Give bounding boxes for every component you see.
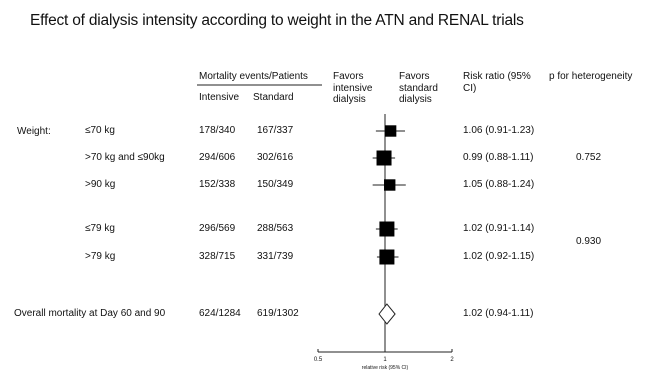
intensive-header: Intensive xyxy=(199,92,240,103)
group-label: Weight: xyxy=(17,126,51,137)
point-estimate xyxy=(384,179,396,191)
risk-ratio-value: 1.05 (0.88-1.24) xyxy=(463,179,535,190)
intensive-count: 152/338 xyxy=(199,179,236,190)
standard-header: Standard xyxy=(253,92,294,103)
chart-title: Effect of dialysis intensity according t… xyxy=(30,12,524,29)
mortality-header: Mortality events/Patients xyxy=(199,71,308,82)
intensive-count: 624/1284 xyxy=(199,308,241,319)
overall-diamond xyxy=(378,303,396,325)
x-axis-label: relative risk (95% CI) xyxy=(362,365,409,371)
point-estimate xyxy=(379,221,395,237)
row-label: >70 kg and ≤90kg xyxy=(85,152,165,163)
risk-ratio-value: 0.99 (0.88-1.11) xyxy=(463,152,534,163)
intensive-count: 294/606 xyxy=(199,152,236,163)
point-estimate xyxy=(376,150,392,166)
risk-ratio-value: 1.02 (0.94-1.11) xyxy=(463,308,534,319)
risk-ratio-value: 1.02 (0.92-1.15) xyxy=(463,251,535,262)
standard-count: 150/349 xyxy=(257,179,294,190)
row-label: >90 kg xyxy=(85,179,116,190)
risk-ratio-header: Risk ratio (95% CI) xyxy=(463,71,531,94)
risk-ratio-value: 1.02 (0.91-1.14) xyxy=(463,223,535,234)
p-heterogeneity-header: p for heterogeneity xyxy=(549,71,633,82)
row-label: >79 kg xyxy=(85,251,116,262)
standard-count: 302/616 xyxy=(257,152,294,163)
row-label: ≤79 kg xyxy=(85,223,115,234)
p-value: 0.930 xyxy=(576,236,602,247)
x-tick-label: 1 xyxy=(383,357,387,363)
standard-count: 331/739 xyxy=(257,251,294,262)
standard-count: 288/563 xyxy=(257,223,294,234)
intensive-count: 296/569 xyxy=(199,223,236,234)
favors-intensive-header: Favors intensive dialysis xyxy=(333,71,373,105)
risk-ratio-value: 1.06 (0.91-1.23) xyxy=(463,125,535,136)
p-value: 0.752 xyxy=(576,152,602,163)
row-label: ≤70 kg xyxy=(85,125,115,136)
x-tick-label: 0.5 xyxy=(314,357,323,363)
point-estimate xyxy=(384,125,397,137)
point-estimate xyxy=(379,249,395,265)
favors-standard-header: Favors standard dialysis xyxy=(399,71,438,105)
intensive-count: 178/340 xyxy=(199,125,236,136)
standard-count: 619/1302 xyxy=(257,308,299,319)
intensive-count: 328/715 xyxy=(199,251,236,262)
x-tick-label: 2 xyxy=(450,357,454,363)
standard-count: 167/337 xyxy=(257,125,294,136)
row-label: Overall mortality at Day 60 and 90 xyxy=(14,308,166,319)
